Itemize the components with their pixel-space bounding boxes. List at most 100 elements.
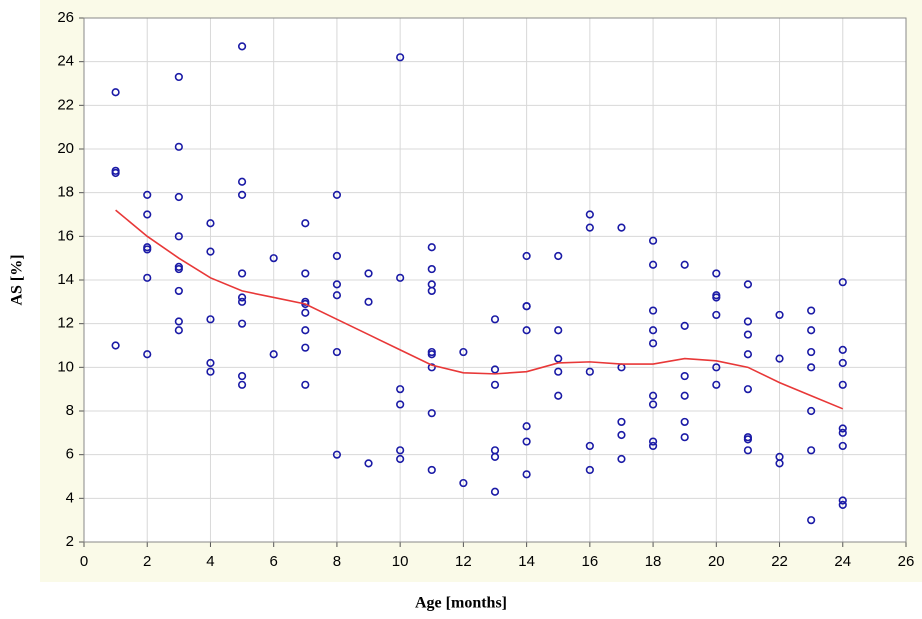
data-point bbox=[617, 417, 626, 427]
data-point bbox=[617, 454, 626, 464]
data-point bbox=[712, 363, 721, 372]
x-tick-label: 18 bbox=[645, 553, 662, 570]
data-point bbox=[807, 347, 816, 357]
y-axis-title: AS [%] bbox=[9, 254, 26, 305]
data-point bbox=[712, 269, 721, 278]
data-point bbox=[522, 251, 531, 261]
data-point bbox=[301, 269, 310, 278]
data-point bbox=[111, 341, 120, 350]
y-tick-label: 22 bbox=[57, 96, 74, 113]
data-point bbox=[490, 452, 500, 461]
data-point bbox=[554, 326, 563, 335]
data-point bbox=[174, 264, 183, 274]
data-point bbox=[206, 247, 215, 256]
data-point bbox=[143, 210, 152, 219]
data-point bbox=[206, 367, 215, 376]
data-point bbox=[301, 308, 310, 317]
data-point bbox=[237, 297, 247, 306]
y-tick-label: 12 bbox=[57, 315, 74, 332]
data-point bbox=[174, 232, 183, 241]
y-tick-label: 6 bbox=[66, 446, 74, 463]
data-point bbox=[396, 400, 405, 409]
data-point bbox=[237, 42, 247, 51]
data-point bbox=[712, 293, 721, 302]
data-point bbox=[743, 446, 753, 455]
data-point bbox=[206, 315, 215, 324]
y-tick-label: 14 bbox=[57, 271, 74, 288]
data-point bbox=[648, 260, 658, 269]
data-point bbox=[585, 441, 594, 451]
data-point bbox=[396, 446, 405, 455]
data-point bbox=[617, 430, 626, 440]
data-point bbox=[522, 470, 531, 479]
data-point bbox=[522, 437, 531, 446]
y-tick-label: 16 bbox=[57, 227, 74, 244]
data-point bbox=[396, 53, 405, 62]
data-point bbox=[680, 391, 689, 400]
x-tick-label: 14 bbox=[518, 553, 535, 570]
data-point bbox=[648, 306, 658, 315]
data-point bbox=[712, 380, 721, 389]
y-tick-label: 26 bbox=[57, 9, 74, 26]
data-point bbox=[111, 88, 120, 97]
data-point bbox=[237, 380, 247, 389]
data-point bbox=[585, 210, 594, 219]
data-point bbox=[206, 358, 215, 368]
data-point bbox=[838, 424, 847, 433]
x-tick-label: 26 bbox=[898, 553, 915, 570]
data-point bbox=[427, 350, 436, 359]
y-tick-label: 8 bbox=[66, 402, 74, 419]
data-point bbox=[680, 321, 689, 330]
data-point bbox=[775, 354, 784, 363]
data-point bbox=[332, 190, 342, 199]
data-point bbox=[269, 350, 278, 359]
data-point bbox=[427, 264, 436, 274]
data-point bbox=[680, 371, 689, 381]
data-point bbox=[775, 310, 784, 320]
data-point bbox=[332, 280, 342, 289]
data-point bbox=[680, 417, 689, 427]
data-point bbox=[807, 406, 816, 416]
data-point bbox=[807, 306, 816, 315]
data-point bbox=[332, 251, 342, 261]
data-point bbox=[807, 516, 816, 525]
data-point bbox=[522, 422, 531, 431]
x-axis-title: Age [months] bbox=[415, 595, 507, 612]
data-point bbox=[838, 278, 847, 287]
data-point bbox=[301, 380, 310, 389]
data-point bbox=[174, 192, 183, 202]
data-point bbox=[648, 391, 658, 400]
data-point bbox=[743, 280, 753, 289]
data-point bbox=[427, 363, 436, 372]
data-point bbox=[490, 380, 500, 389]
data-point bbox=[775, 459, 784, 468]
data-point bbox=[807, 326, 816, 335]
data-point bbox=[807, 363, 816, 372]
data-point bbox=[838, 500, 847, 509]
trend-line bbox=[115, 209, 844, 410]
x-tick-label: 22 bbox=[771, 553, 788, 570]
data-point bbox=[680, 260, 689, 269]
data-point bbox=[648, 236, 658, 245]
plot-frame bbox=[83, 17, 907, 543]
data-point bbox=[111, 168, 120, 178]
data-point bbox=[743, 385, 753, 394]
x-tick-label: 0 bbox=[80, 553, 88, 570]
x-tick-label: 24 bbox=[834, 553, 851, 570]
data-point bbox=[332, 347, 342, 357]
data-point bbox=[237, 293, 247, 302]
data-point bbox=[743, 350, 753, 359]
data-point bbox=[554, 367, 563, 376]
data-point bbox=[459, 347, 468, 357]
y-tick-label: 10 bbox=[57, 358, 74, 375]
data-point bbox=[364, 297, 373, 306]
data-point bbox=[838, 380, 847, 389]
data-point bbox=[237, 371, 247, 381]
data-point bbox=[237, 177, 247, 186]
data-point bbox=[143, 190, 152, 199]
data-point bbox=[617, 223, 626, 232]
data-point bbox=[838, 496, 847, 505]
data-point bbox=[522, 302, 531, 311]
y-tick-label: 2 bbox=[66, 533, 74, 550]
